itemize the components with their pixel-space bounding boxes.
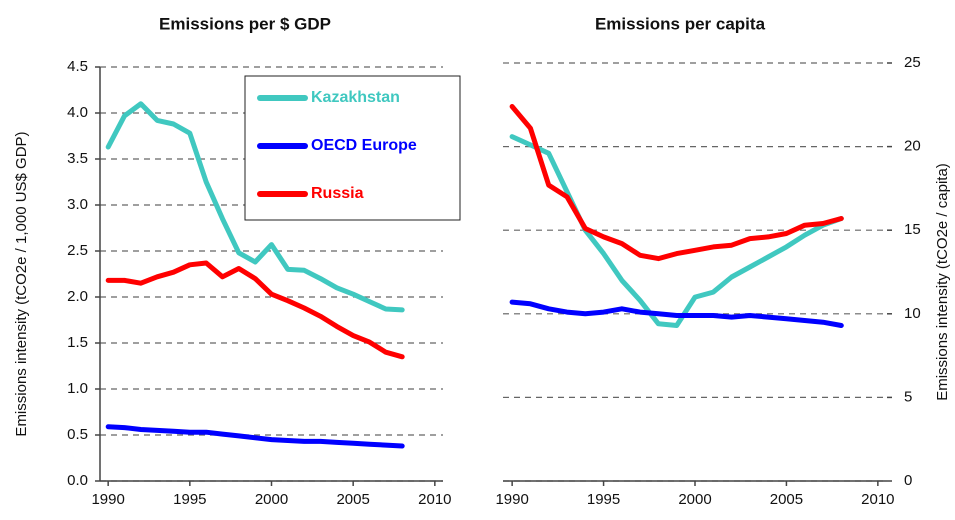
y-tick-label: 15 [904, 221, 921, 238]
x-tick-label: 2000 [255, 491, 288, 508]
legend-label: Kazakhstan [311, 89, 400, 106]
x-tick-label: 2005 [336, 491, 369, 508]
y-tick-label: 5 [904, 388, 912, 405]
y-tick-label: 25 [904, 54, 921, 71]
x-tick-label: 1995 [173, 491, 206, 508]
series-line [509, 104, 844, 262]
y-tick-label: 3.0 [67, 196, 88, 213]
y-tick-label: 20 [904, 138, 921, 155]
chart-title: Emissions per capita [595, 14, 766, 33]
series-line [509, 299, 844, 328]
series-line [509, 134, 844, 328]
x-tick-label: 1990 [495, 491, 528, 508]
y-tick-label: 10 [904, 305, 921, 322]
x-tick-label: 2010 [861, 491, 894, 508]
y-tick-label: 0.0 [67, 472, 88, 489]
x-tick-label: 1995 [587, 491, 620, 508]
legend-label: OECD Europe [311, 137, 417, 154]
y-tick-label: 0.5 [67, 426, 88, 443]
y-tick-label: 3.5 [67, 150, 88, 167]
x-tick-label: 1990 [91, 491, 124, 508]
series-line [105, 101, 405, 313]
y-tick-label: 4.0 [67, 104, 88, 121]
series-line [105, 260, 405, 360]
y-tick-label: 4.5 [67, 58, 88, 75]
y-tick-label: 1.0 [67, 380, 88, 397]
x-tick-label: 2010 [418, 491, 451, 508]
y-tick-label: 0 [904, 472, 912, 489]
y-tick-label: 2.5 [67, 242, 88, 259]
y-tick-label: 2.0 [67, 288, 88, 305]
y-axis-label: Emissions intensity (tCO2e / capita) [934, 163, 951, 401]
y-axis-label: Emissions intensity (tCO2e / 1,000 US$ G… [13, 131, 30, 436]
legend-label: Russia [311, 185, 364, 202]
y-tick-label: 1.5 [67, 334, 88, 351]
chart-title: Emissions per $ GDP [159, 14, 331, 33]
x-tick-label: 2005 [770, 491, 803, 508]
series-line [105, 424, 405, 449]
x-tick-label: 2000 [678, 491, 711, 508]
